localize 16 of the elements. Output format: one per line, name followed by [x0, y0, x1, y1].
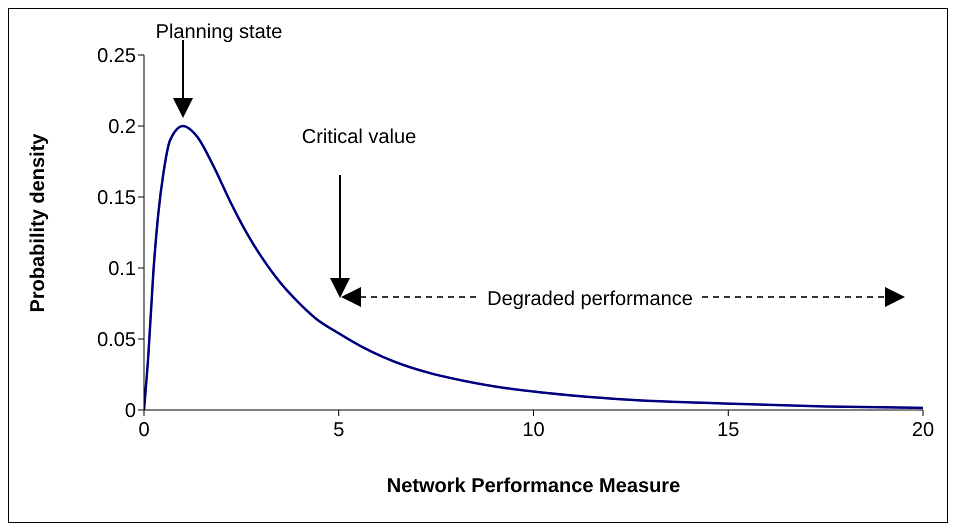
annotation: Degraded performance	[487, 288, 693, 310]
text: Planning state	[156, 21, 282, 43]
x-tick-label: 10	[522, 419, 545, 442]
y-tick-label: 0.1	[108, 258, 136, 280]
x-tick-label: 5	[333, 419, 344, 442]
x-axis-title: Network Performance Measure	[386, 475, 680, 497]
y-axis-title: Probability density	[27, 132, 50, 312]
y-tick-label: 0	[124, 400, 136, 422]
x-tick-label: 15	[717, 419, 740, 442]
x-tick-label: 20	[912, 419, 934, 442]
y-tick-label: 0.05	[97, 329, 136, 352]
annotation: Critical value	[302, 126, 416, 148]
y-tick-label: 0.15	[97, 187, 136, 210]
y-tick-label: 0.2	[108, 116, 136, 138]
y-tick-label: 0.25	[97, 45, 136, 68]
x-tick-label: 0	[138, 419, 150, 442]
